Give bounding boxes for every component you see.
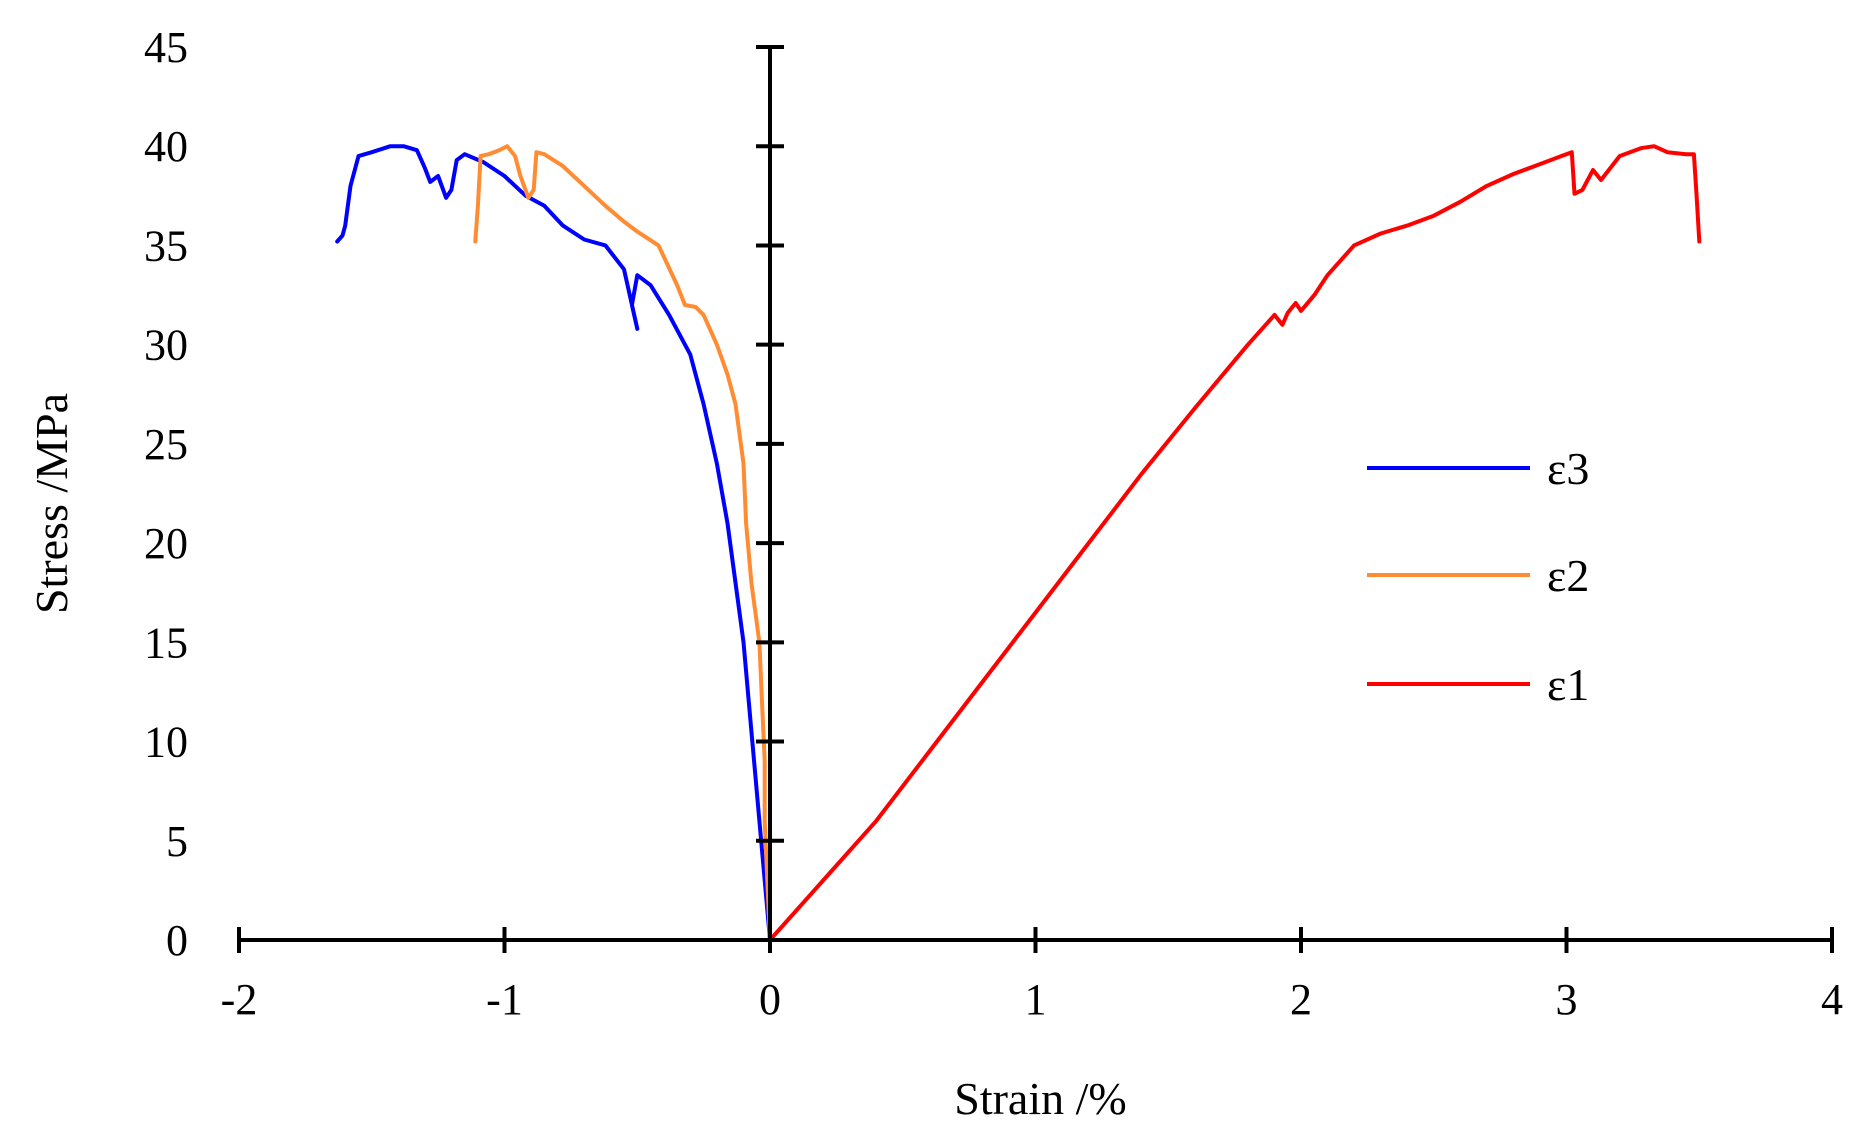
y-tick-label: 20	[144, 519, 188, 568]
y-tick-label: 35	[144, 221, 188, 270]
y-tick-label: 0	[166, 916, 188, 965]
legend-label: ε3	[1547, 443, 1589, 494]
y-tick-label: 40	[144, 122, 188, 171]
x-tick-label: 4	[1821, 975, 1843, 1024]
x-tick-label: 0	[759, 975, 781, 1024]
x-tick-label: -1	[486, 975, 523, 1024]
x-tick-label: 2	[1290, 975, 1312, 1024]
legend-label: ε1	[1547, 659, 1589, 710]
y-tick-label: 30	[144, 321, 188, 370]
series-line-3	[768, 144, 1702, 942]
y-tick-label: 10	[144, 718, 188, 767]
y-tick-label: 45	[144, 23, 188, 72]
series-line-1	[335, 144, 772, 942]
legend-label: ε2	[1547, 550, 1589, 601]
y-axis-title: Stress /MPa	[26, 393, 77, 614]
x-tick-label: -2	[221, 975, 258, 1024]
series-line-2	[473, 144, 772, 942]
legend: ε3 ε2 ε1	[1367, 443, 1589, 710]
x-tick-label: 3	[1556, 975, 1578, 1024]
y-tick-label: 5	[166, 817, 188, 866]
series-layer	[335, 144, 1702, 942]
x-axis-title: Strain /%	[954, 1073, 1126, 1124]
y-tick-label: 15	[144, 618, 188, 667]
y-tick-label: 25	[144, 420, 188, 469]
x-tick-label: 1	[1025, 975, 1047, 1024]
